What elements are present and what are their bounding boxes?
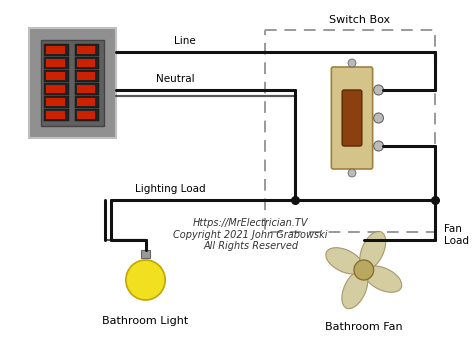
Bar (46, 72, 65, 80)
Bar (77, 59, 95, 67)
Bar (46, 98, 65, 106)
Ellipse shape (342, 271, 368, 308)
Bar (44, 109, 69, 120)
Ellipse shape (365, 266, 402, 292)
Bar (75, 83, 100, 94)
Bar (44, 96, 69, 108)
Text: Switch Box: Switch Box (329, 15, 391, 25)
Bar (75, 44, 100, 55)
Bar (75, 57, 100, 69)
Text: Bathroom Fan: Bathroom Fan (325, 322, 402, 332)
FancyBboxPatch shape (331, 67, 373, 169)
Circle shape (374, 113, 383, 123)
Bar (77, 85, 95, 93)
Bar (75, 70, 100, 82)
Circle shape (374, 141, 383, 151)
Bar (75, 109, 100, 120)
Text: Lighting Load: Lighting Load (135, 184, 205, 194)
Bar (44, 44, 69, 55)
Bar (44, 83, 69, 94)
Bar (29, 28, 116, 138)
Circle shape (374, 85, 383, 95)
Text: Fan
Load: Fan Load (445, 224, 469, 246)
Bar (77, 46, 95, 54)
Ellipse shape (360, 231, 386, 269)
Bar (41, 40, 104, 126)
Bar (141, 250, 150, 258)
Text: Line: Line (174, 36, 196, 46)
Text: Https://MrElectrician.TV
Copyright 2021 John Grabowski
All Rights Reserved: Https://MrElectrician.TV Copyright 2021 … (173, 218, 328, 251)
Bar (75, 96, 100, 108)
Circle shape (348, 59, 356, 67)
Bar (77, 111, 95, 119)
Text: Neutral: Neutral (155, 74, 194, 84)
Bar (77, 98, 95, 106)
Bar (46, 85, 65, 93)
Circle shape (126, 260, 165, 300)
Ellipse shape (326, 248, 363, 274)
Bar (44, 57, 69, 69)
Circle shape (348, 169, 356, 177)
Bar (46, 111, 65, 119)
Bar (44, 70, 69, 82)
Bar (77, 72, 95, 80)
Text: Bathroom Light: Bathroom Light (102, 316, 189, 326)
Bar (265, 30, 435, 232)
FancyBboxPatch shape (342, 90, 362, 146)
Bar (46, 46, 65, 54)
Circle shape (354, 260, 374, 280)
Bar (46, 59, 65, 67)
